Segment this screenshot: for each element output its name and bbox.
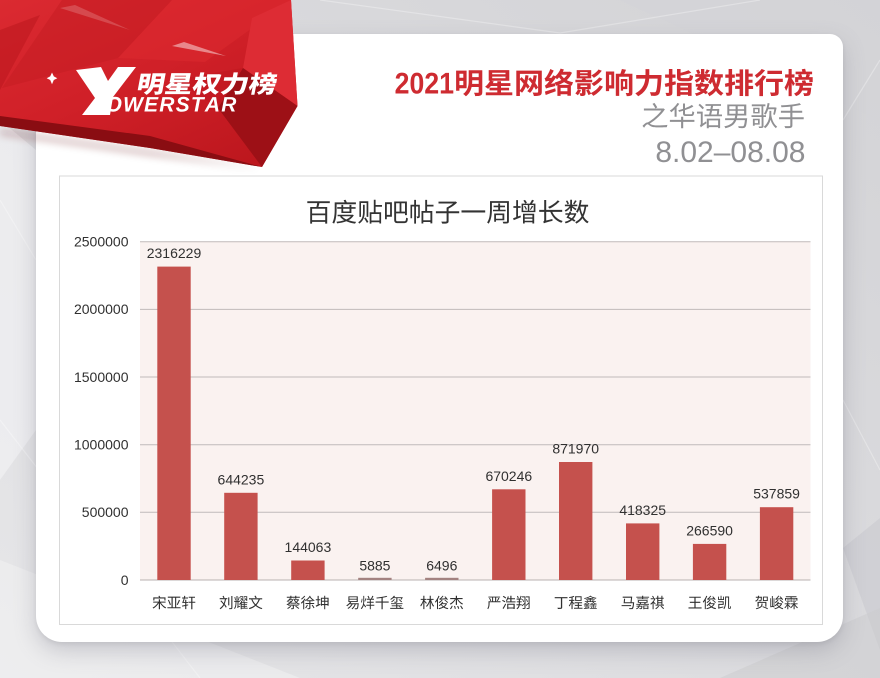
- svg-text:266590: 266590: [686, 522, 733, 538]
- svg-text:2316229: 2316229: [147, 245, 202, 261]
- svg-text:418325: 418325: [619, 502, 666, 518]
- svg-text:871970: 871970: [552, 441, 599, 457]
- svg-text:2500000: 2500000: [74, 234, 129, 250]
- svg-text:1000000: 1000000: [74, 437, 129, 453]
- svg-text:500000: 500000: [82, 504, 129, 520]
- svg-text:670246: 670246: [485, 468, 532, 484]
- svg-text:2000000: 2000000: [74, 301, 129, 317]
- svg-text:0: 0: [121, 572, 129, 588]
- svg-text:5885: 5885: [359, 558, 390, 574]
- svg-text:644235: 644235: [218, 471, 265, 487]
- svg-text:1500000: 1500000: [74, 369, 129, 385]
- svg-text:6496: 6496: [426, 558, 457, 574]
- svg-text:144063: 144063: [285, 539, 332, 555]
- svg-text:537859: 537859: [753, 486, 800, 502]
- svg-text:8.02–08.08: 8.02–08.08: [655, 136, 805, 169]
